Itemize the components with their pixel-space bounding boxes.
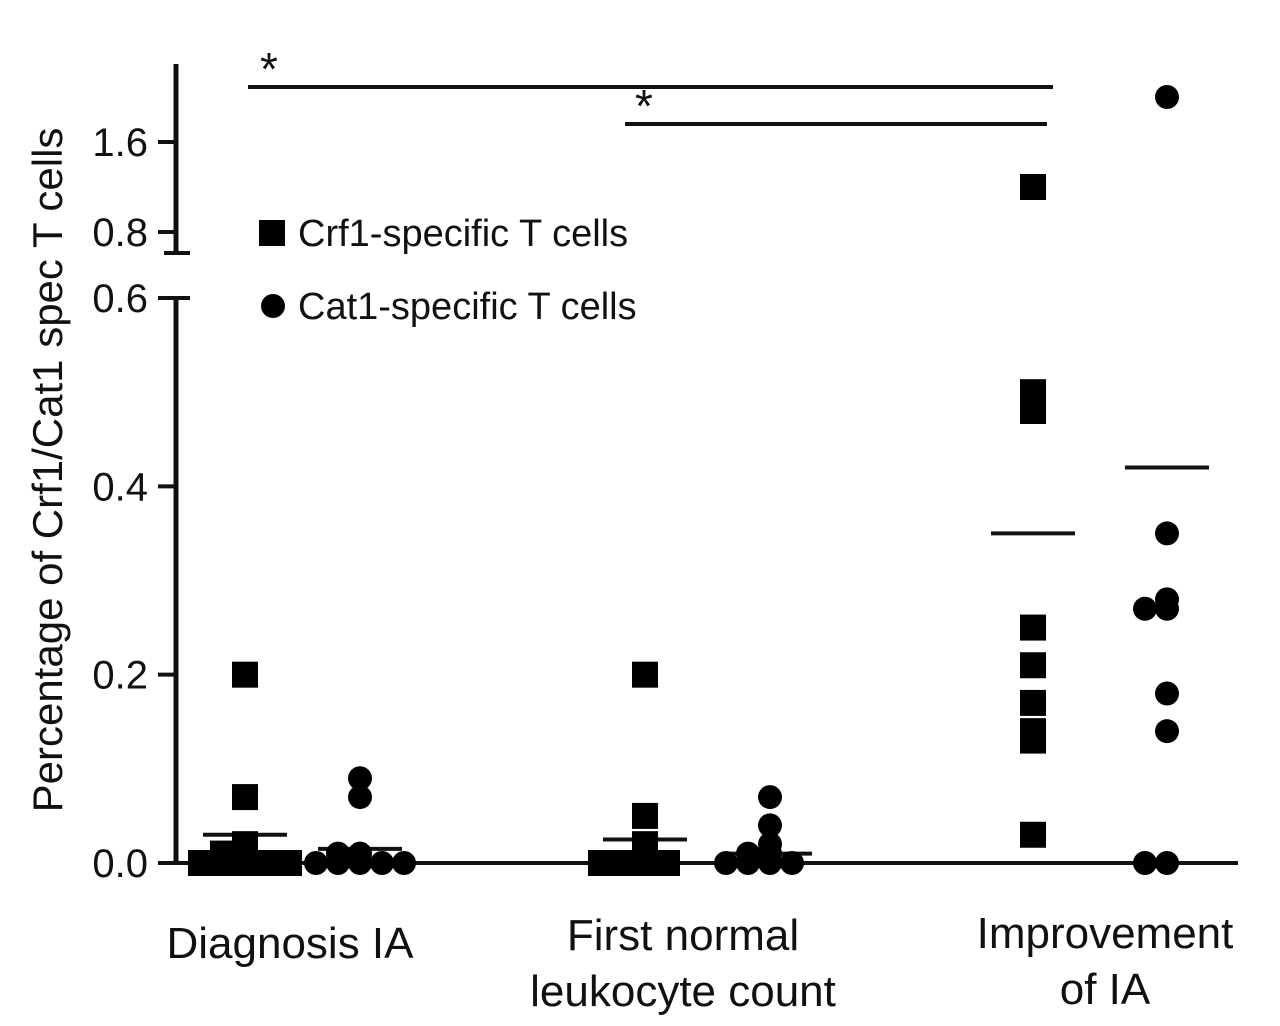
cat1-point	[1155, 851, 1179, 875]
y-tick-label: 1.6	[92, 121, 148, 165]
cat1-point	[714, 851, 738, 875]
crf1-point	[1020, 614, 1046, 641]
y-tick-label: 0.6	[92, 277, 148, 321]
y-tick-label: 0.8	[92, 211, 148, 255]
crf1-point	[1020, 689, 1046, 716]
crf1-point	[1020, 379, 1046, 406]
y-tick-label: 0.2	[92, 654, 148, 698]
cat1-point	[1155, 521, 1179, 546]
cat1-point	[1155, 719, 1179, 744]
category-label: Improvement	[977, 909, 1234, 958]
cat1-point	[1155, 596, 1179, 621]
crf1-point	[1020, 727, 1046, 754]
cat1-point	[780, 851, 804, 875]
category-label: Diagnosis IA	[166, 919, 414, 968]
data-points	[188, 85, 1179, 876]
legend-label: Cat1-specific T cells	[298, 286, 637, 328]
category-label: of IA	[1060, 965, 1151, 1014]
crf1-point	[1020, 821, 1046, 848]
cat1-point	[348, 851, 372, 875]
cat1-point	[348, 766, 372, 791]
cat1-point	[1155, 681, 1179, 706]
crf1-point	[232, 661, 258, 688]
crf1-point	[654, 850, 680, 876]
cat1-point	[1133, 851, 1157, 875]
significance-star: *	[260, 43, 278, 95]
significance-bars: **	[248, 43, 1053, 132]
cat1-point	[758, 785, 782, 810]
crf1-point	[232, 784, 258, 811]
crf1-point	[632, 802, 658, 829]
crf1-point	[232, 850, 258, 876]
y-tick-label: 0.0	[92, 842, 148, 886]
crf1-point	[276, 850, 302, 876]
category-label: First normal	[567, 911, 799, 960]
crf1-point	[632, 850, 658, 876]
cat1-point	[1133, 596, 1157, 621]
cat1-point	[758, 851, 782, 875]
cat1-point	[758, 813, 782, 838]
axes	[164, 64, 1238, 865]
legend-circle-marker	[261, 294, 285, 318]
crf1-point	[588, 850, 614, 876]
category-label: leukocyte count	[530, 967, 836, 1016]
crf1-point	[254, 850, 280, 876]
crf1-point	[1020, 174, 1046, 200]
cat1-point	[736, 851, 760, 875]
crf1-point	[188, 850, 214, 876]
cat1-point	[392, 851, 416, 875]
legend-label: Crf1-specific T cells	[298, 213, 628, 255]
crf1-point	[210, 850, 236, 876]
cat1-point	[304, 851, 328, 875]
y-tick-label: 0.4	[92, 465, 148, 509]
y-axis-label: Percentage of Crf1/Cat1 spec T cells	[24, 128, 71, 813]
legend: Crf1-specific T cells Cat1-specific T cel…	[259, 213, 637, 328]
cat1-point	[326, 851, 350, 875]
significance-star: *	[635, 80, 653, 132]
cat1-point	[1155, 85, 1179, 109]
category-labels: Diagnosis IA First normal leukocyte count I…	[166, 909, 1233, 1016]
crf1-point	[1020, 652, 1046, 679]
cat1-point	[348, 785, 372, 810]
legend-square-marker	[259, 220, 285, 246]
cat1-point	[370, 851, 394, 875]
y-ticks: 0.0 0.2 0.4 0.6 0.8 1.6	[92, 121, 176, 886]
crf1-point	[610, 850, 636, 876]
crf1-point	[632, 661, 658, 688]
